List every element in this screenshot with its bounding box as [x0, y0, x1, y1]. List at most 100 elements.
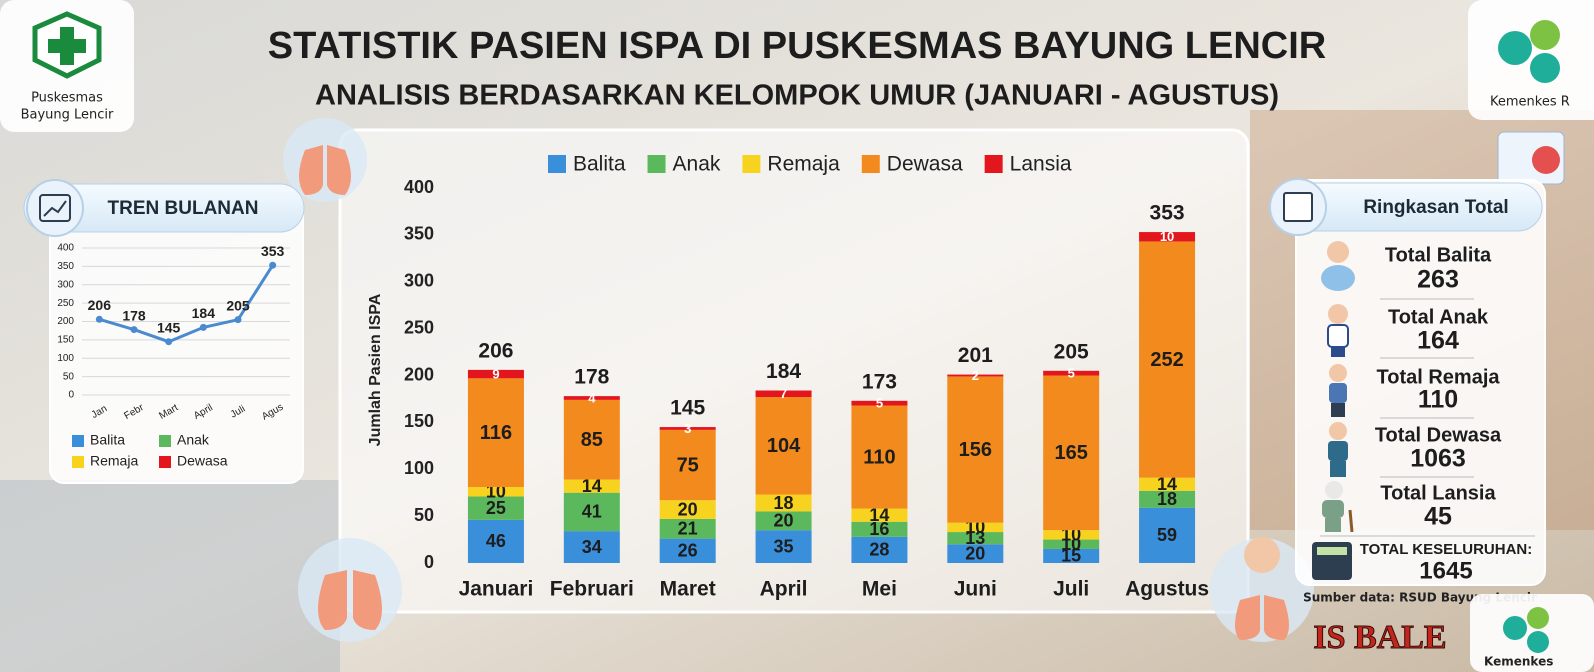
- bar-value-label: 14: [1157, 474, 1177, 494]
- bar-segment: [659, 538, 716, 563]
- summary-value: 45: [1424, 503, 1452, 531]
- bar-segment: [1139, 477, 1196, 491]
- legend-label: Balita: [90, 432, 125, 448]
- bar-value-label: 20: [678, 499, 698, 519]
- logo-text: Kemenkes R: [1490, 95, 1570, 110]
- summary-label: Total Anak: [1388, 306, 1489, 328]
- bar-segment: [1043, 370, 1100, 376]
- bar-segment: [1139, 507, 1196, 563]
- bar-value-label: 15: [1061, 546, 1081, 566]
- y-tick-label: 150: [404, 411, 434, 431]
- trend-point: [199, 323, 207, 331]
- bar-segment: [563, 531, 620, 563]
- trend-point: [95, 315, 103, 323]
- title: STATISTIK PASIEN ISPA DI PUSKESMAS BAYUN…: [268, 25, 1327, 67]
- x-tick-label: Februari: [550, 578, 634, 601]
- summary-icon: [1283, 192, 1313, 222]
- x-tick-label: Agustus: [1125, 578, 1209, 601]
- legend-label: Balita: [573, 153, 626, 176]
- bar-value-label: 18: [1157, 489, 1177, 509]
- bar-value-label: 165: [1055, 442, 1088, 464]
- bar-value-label: 35: [774, 536, 794, 556]
- bar-segment: [947, 376, 1004, 523]
- trend-value-label: 205: [226, 297, 250, 313]
- trend-point: [234, 316, 242, 324]
- bar-segment: [1139, 490, 1196, 508]
- bar-value-label: 18: [774, 493, 794, 513]
- legend-swatch: [742, 155, 761, 173]
- trend-icon: [39, 194, 71, 222]
- y-tick-label: 50: [414, 505, 434, 525]
- bar-segment: [755, 390, 812, 398]
- logo-panel: [1468, 0, 1594, 120]
- trend-line: [98, 264, 274, 344]
- trend-value-label: 178: [122, 307, 146, 323]
- bar-segment: [563, 492, 620, 532]
- summary-label: Total Lansia: [1380, 482, 1496, 504]
- bar-total-label: 184: [766, 360, 801, 383]
- bar-value-label: 116: [480, 422, 512, 444]
- bar-value-label: 21: [678, 519, 698, 539]
- y-tick-label: 250: [404, 317, 434, 337]
- bar-value-label: 7: [780, 386, 787, 401]
- bar-value-label: 156: [959, 439, 992, 461]
- bar-value-label: 9: [492, 367, 499, 382]
- summary-value: 263: [1417, 266, 1459, 294]
- x-tick-label: Mei: [862, 578, 897, 601]
- y-tick-label: 0: [68, 390, 74, 401]
- bar-value-label: 26: [678, 541, 698, 561]
- bar-segment: [659, 427, 716, 430]
- bar-segment: [563, 396, 620, 400]
- bar-value-label: 46: [486, 531, 506, 551]
- bar-segment: [1043, 530, 1100, 540]
- y-tick-label: 150: [57, 335, 74, 346]
- bar-segment: [851, 521, 908, 537]
- legend-swatch: [159, 435, 171, 447]
- summary-label: Total Balita: [1385, 244, 1492, 266]
- bar-value-label: 4: [588, 390, 596, 405]
- y-tick-label: 400: [57, 243, 74, 254]
- x-tick-label: Januari: [459, 578, 534, 601]
- x-tick-label: Juli: [1053, 578, 1089, 601]
- y-tick-label: 350: [57, 261, 74, 272]
- bar-value-label: 104: [767, 435, 801, 457]
- bar-total-label: 201: [958, 344, 993, 367]
- legend-swatch: [548, 155, 566, 173]
- bar-total-label: 145: [670, 397, 705, 420]
- bar-segment: [563, 479, 620, 493]
- lungs-icon: [299, 145, 351, 195]
- bar-segment: [851, 405, 908, 509]
- bar-segment: [659, 518, 716, 539]
- logo-text: Puskesmas: [31, 91, 103, 106]
- bar-segment: [851, 508, 908, 522]
- bar-segment: [851, 400, 908, 406]
- y-tick-label: 50: [63, 371, 75, 382]
- trend-point: [130, 326, 138, 334]
- y-tick-label: 0: [424, 552, 434, 572]
- bar-segment: [947, 374, 1004, 377]
- bar-total-label: 353: [1150, 202, 1185, 225]
- bar-segment: [659, 500, 716, 519]
- legend-swatch: [984, 155, 1003, 173]
- bar-segment: [1043, 539, 1100, 549]
- legend-swatch: [647, 155, 666, 173]
- trend-icon: [43, 200, 67, 217]
- bar-segment: [755, 530, 812, 563]
- trend-icon: [26, 179, 84, 237]
- summary-value: 1063: [1410, 445, 1466, 473]
- y-tick-label: 200: [57, 316, 74, 327]
- bar-value-label: 5: [876, 396, 883, 411]
- y-tick-label: 100: [404, 458, 434, 478]
- x-tick-label: Juni: [954, 578, 997, 601]
- trend-title: TREN BULANAN: [108, 198, 259, 219]
- logo-leaf: [1530, 53, 1560, 83]
- bar-value-label: 85: [581, 429, 603, 451]
- logo-leaf: [1530, 20, 1560, 50]
- summary-label: Total Remaja: [1377, 366, 1501, 388]
- bar-segment: [755, 397, 812, 495]
- bar-value-label: 3: [684, 421, 691, 436]
- legend-label: Dewasa: [887, 153, 963, 176]
- bar-value-label: 20: [774, 511, 794, 531]
- logo-leaf: [1527, 631, 1549, 653]
- bar-value-label: 28: [869, 540, 889, 560]
